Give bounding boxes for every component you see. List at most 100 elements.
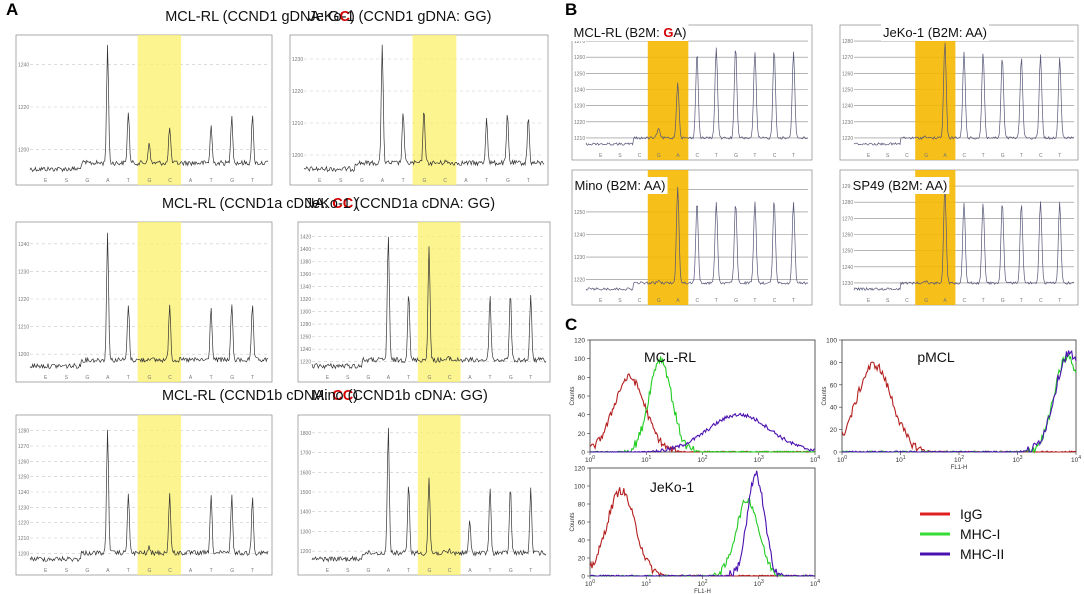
title-background (572, 177, 668, 194)
pyrogram-trace (585, 47, 808, 146)
pyrogram-trace (853, 187, 1075, 291)
dispensation-label: G (148, 568, 152, 574)
pyrogram-title: MCL-RL (CCND1b cDNA: CC) (162, 388, 358, 404)
snp-highlight (647, 25, 689, 160)
histogram-series-mhc-i (589, 356, 816, 453)
dispensation-label: T (127, 375, 130, 381)
dispensation-label: S (65, 178, 69, 184)
dispensation-label: S (618, 298, 622, 304)
y-tick-label: 120 (574, 338, 585, 345)
y-tick-label: 1270 (574, 39, 585, 45)
y-tick-label: 1280 (300, 322, 311, 328)
title-text: ) (353, 388, 358, 404)
dispensation-label: T (527, 178, 530, 184)
y-tick-label: 20 (578, 431, 586, 438)
x-tick-label: 100 (585, 579, 595, 588)
y-tick-label: 80 (578, 502, 586, 509)
y-tick-label: 1220 (842, 136, 853, 142)
y-tick-label: 1260 (842, 233, 853, 239)
title-background (880, 24, 990, 41)
pyrogram-frame (839, 24, 1079, 161)
dispensation-label: A (106, 178, 110, 184)
dispensation-label: T (982, 153, 985, 159)
y-tick-label: 1290 (842, 184, 853, 190)
y-tick-label: 1420 (300, 234, 311, 240)
y-tick-label: 20 (830, 427, 838, 434)
dispensation-label: G (506, 178, 510, 184)
x-tick-label: 103 (754, 579, 764, 588)
x-tick-label: 102 (954, 455, 964, 464)
x-tick-label: 100 (585, 455, 595, 464)
x-tick-exponent: 4 (817, 455, 820, 461)
dispensation-label: G (148, 375, 152, 381)
x-tick-exponent: 4 (817, 579, 820, 585)
pyrogram-8: 12601250124012301220ESCGACTGTCTMino (B2M… (571, 169, 813, 306)
x-tick-exponent: 3 (1020, 455, 1023, 461)
dispensation-label: G (924, 298, 928, 304)
x-tick-exponent: 2 (961, 455, 964, 461)
pyrogram-9: 1290 1280 1270 1260 1250 1240 1230 E S C G A C T G T C T S… (839, 169, 1079, 306)
pyrogram-title: Mino (CCND1b cDNA: GG) (312, 388, 488, 404)
y-tick-label: 1300 (300, 310, 311, 316)
dispensation-label: S (886, 153, 890, 159)
x-tick-label: 104 (810, 455, 820, 464)
legend: IgG MHC-I MHC-II (920, 506, 1004, 562)
dispensation-label: A (464, 178, 468, 184)
dispensation-label: T (407, 568, 410, 574)
y-tick-label: 1340 (300, 284, 311, 290)
dispensation-label: E (599, 298, 603, 304)
y-tick-label: 1230 (574, 104, 585, 110)
dispensation-label: G (428, 375, 432, 381)
dispensation-label: C (448, 568, 452, 574)
dispensation-label: C (696, 298, 700, 304)
dispensation-label: T (127, 568, 130, 574)
dispensation-label: A (189, 568, 193, 574)
y-tick-label: 1250 (842, 249, 853, 255)
title-text: MCL-RL (CCND1b cDNA: (162, 388, 332, 404)
pyrogram-6: 1270 1260 1250 1240 1230 1220 1210 E S C G A C T G T C T M… (571, 24, 813, 161)
dispensation-label: T (407, 375, 410, 381)
dispensation-label: E (867, 298, 871, 304)
pyrogram-trace (311, 427, 547, 563)
panel-label-a: A (6, 0, 18, 19)
dispensation-label: E (326, 375, 330, 381)
panel-label-b: B (565, 0, 577, 19)
dispensation-label: G (509, 568, 513, 574)
y-tick-label: 0 (581, 450, 585, 457)
y-tick-label: 1240 (574, 233, 585, 239)
dispensation-label: S (618, 153, 622, 159)
pyrogram-2: 1240 1230 1220 1210 1200 E S G A T G C A T G T MCL-RL (C… (15, 196, 358, 383)
dispensation-label: T (251, 178, 254, 184)
x-axis-label: FL1-H (951, 465, 968, 471)
x-tick-label: 100 (837, 455, 847, 464)
y-tick-label: 1320 (300, 297, 311, 303)
histogram-title: MCL-RL (644, 349, 696, 365)
x-tick-label: 101 (641, 455, 651, 464)
dispensation-label: G (85, 375, 89, 381)
dispensation-label: G (734, 298, 738, 304)
y-tick-label: 1270 (18, 444, 29, 450)
dispensation-label: C (905, 153, 909, 159)
x-tick-label: 103 (1012, 455, 1022, 464)
pyrogram-trace (29, 429, 269, 563)
pyrogram-trace (585, 186, 809, 291)
dispensation-label: T (982, 298, 985, 304)
dispensation-label: C (773, 153, 777, 159)
y-tick-label: 1240 (18, 242, 29, 248)
title-text: A) (673, 25, 686, 40)
y-tick-label: 0 (833, 450, 837, 457)
dispensation-label: T (489, 568, 492, 574)
y-tick-label: 1200 (18, 352, 29, 358)
dispensation-label: G (230, 375, 234, 381)
dispensation-label: T (1058, 298, 1061, 304)
pyrogram-title: MCL-RL (CCND1 gDNA: GC) (165, 9, 355, 25)
pyrogram-title: JeKo-1 (CCND1 gDNA: GG) (309, 9, 492, 25)
y-tick-label: 1250 (574, 210, 585, 216)
histogram-series-mhc-ii (589, 412, 816, 453)
dispensation-label: A (676, 298, 680, 304)
dispensation-label: T (1020, 298, 1023, 304)
y-tick-label: 1380 (300, 259, 311, 265)
x-tick-label: 104 (810, 579, 820, 588)
